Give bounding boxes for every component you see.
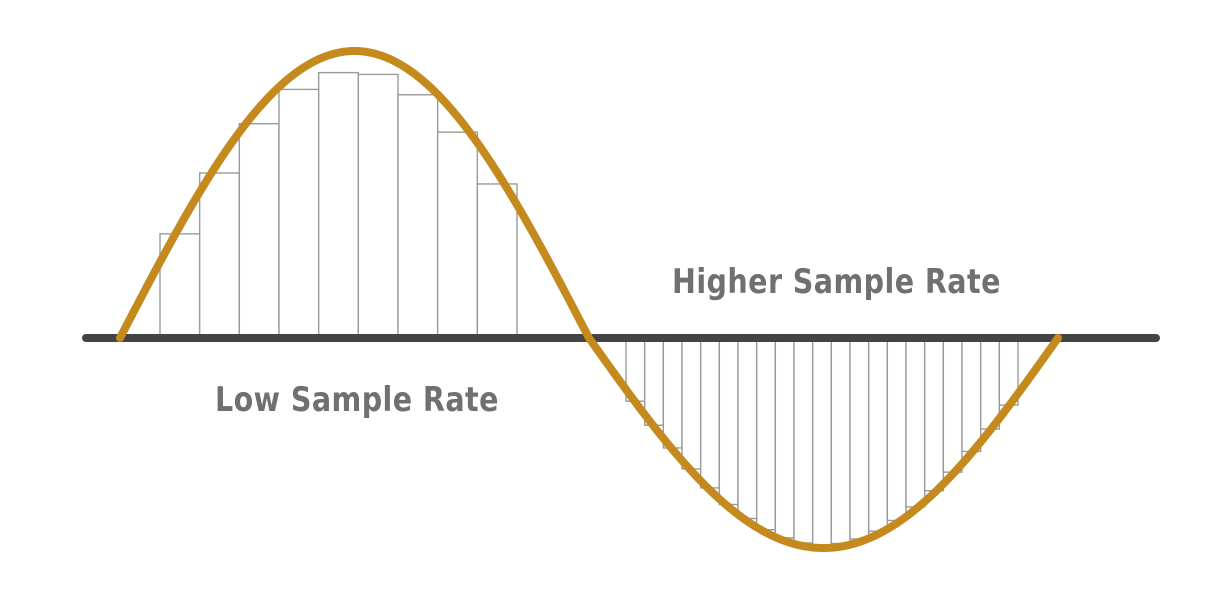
sample-bar — [886, 337, 907, 522]
sample-bar — [737, 337, 758, 520]
sample-bar — [476, 183, 518, 339]
sample-bar — [662, 337, 683, 449]
sample-bar — [849, 337, 870, 540]
sample-bar — [436, 131, 479, 339]
sine-wave — [116, 46, 1062, 553]
sample-bar — [357, 73, 399, 339]
sample-bar — [811, 337, 833, 546]
sample-bar — [397, 94, 439, 339]
high-rate-sample-bars — [625, 337, 1019, 546]
sample-bar — [718, 337, 739, 506]
sample-bar — [942, 337, 963, 473]
sample-bar — [979, 337, 1001, 430]
sample-bar — [755, 337, 777, 531]
sample-bar — [923, 337, 945, 492]
higher-sample-rate-label: Higher Sample Rate — [672, 262, 1001, 302]
sample-bar — [198, 172, 241, 339]
sample-bar — [774, 337, 795, 539]
sample-bar — [830, 337, 851, 545]
sample-bar — [867, 337, 889, 532]
sample-bar — [793, 337, 814, 544]
sample-bar — [699, 337, 721, 489]
sample-bar — [681, 337, 702, 470]
sample-bar — [961, 337, 982, 453]
sample-bar — [238, 122, 280, 339]
sample-bar — [317, 71, 360, 339]
sample-bar — [905, 337, 926, 508]
low-rate-sample-bars — [159, 71, 518, 339]
low-sample-rate-label: Low Sample Rate — [215, 380, 499, 420]
sample-bar — [278, 88, 320, 339]
